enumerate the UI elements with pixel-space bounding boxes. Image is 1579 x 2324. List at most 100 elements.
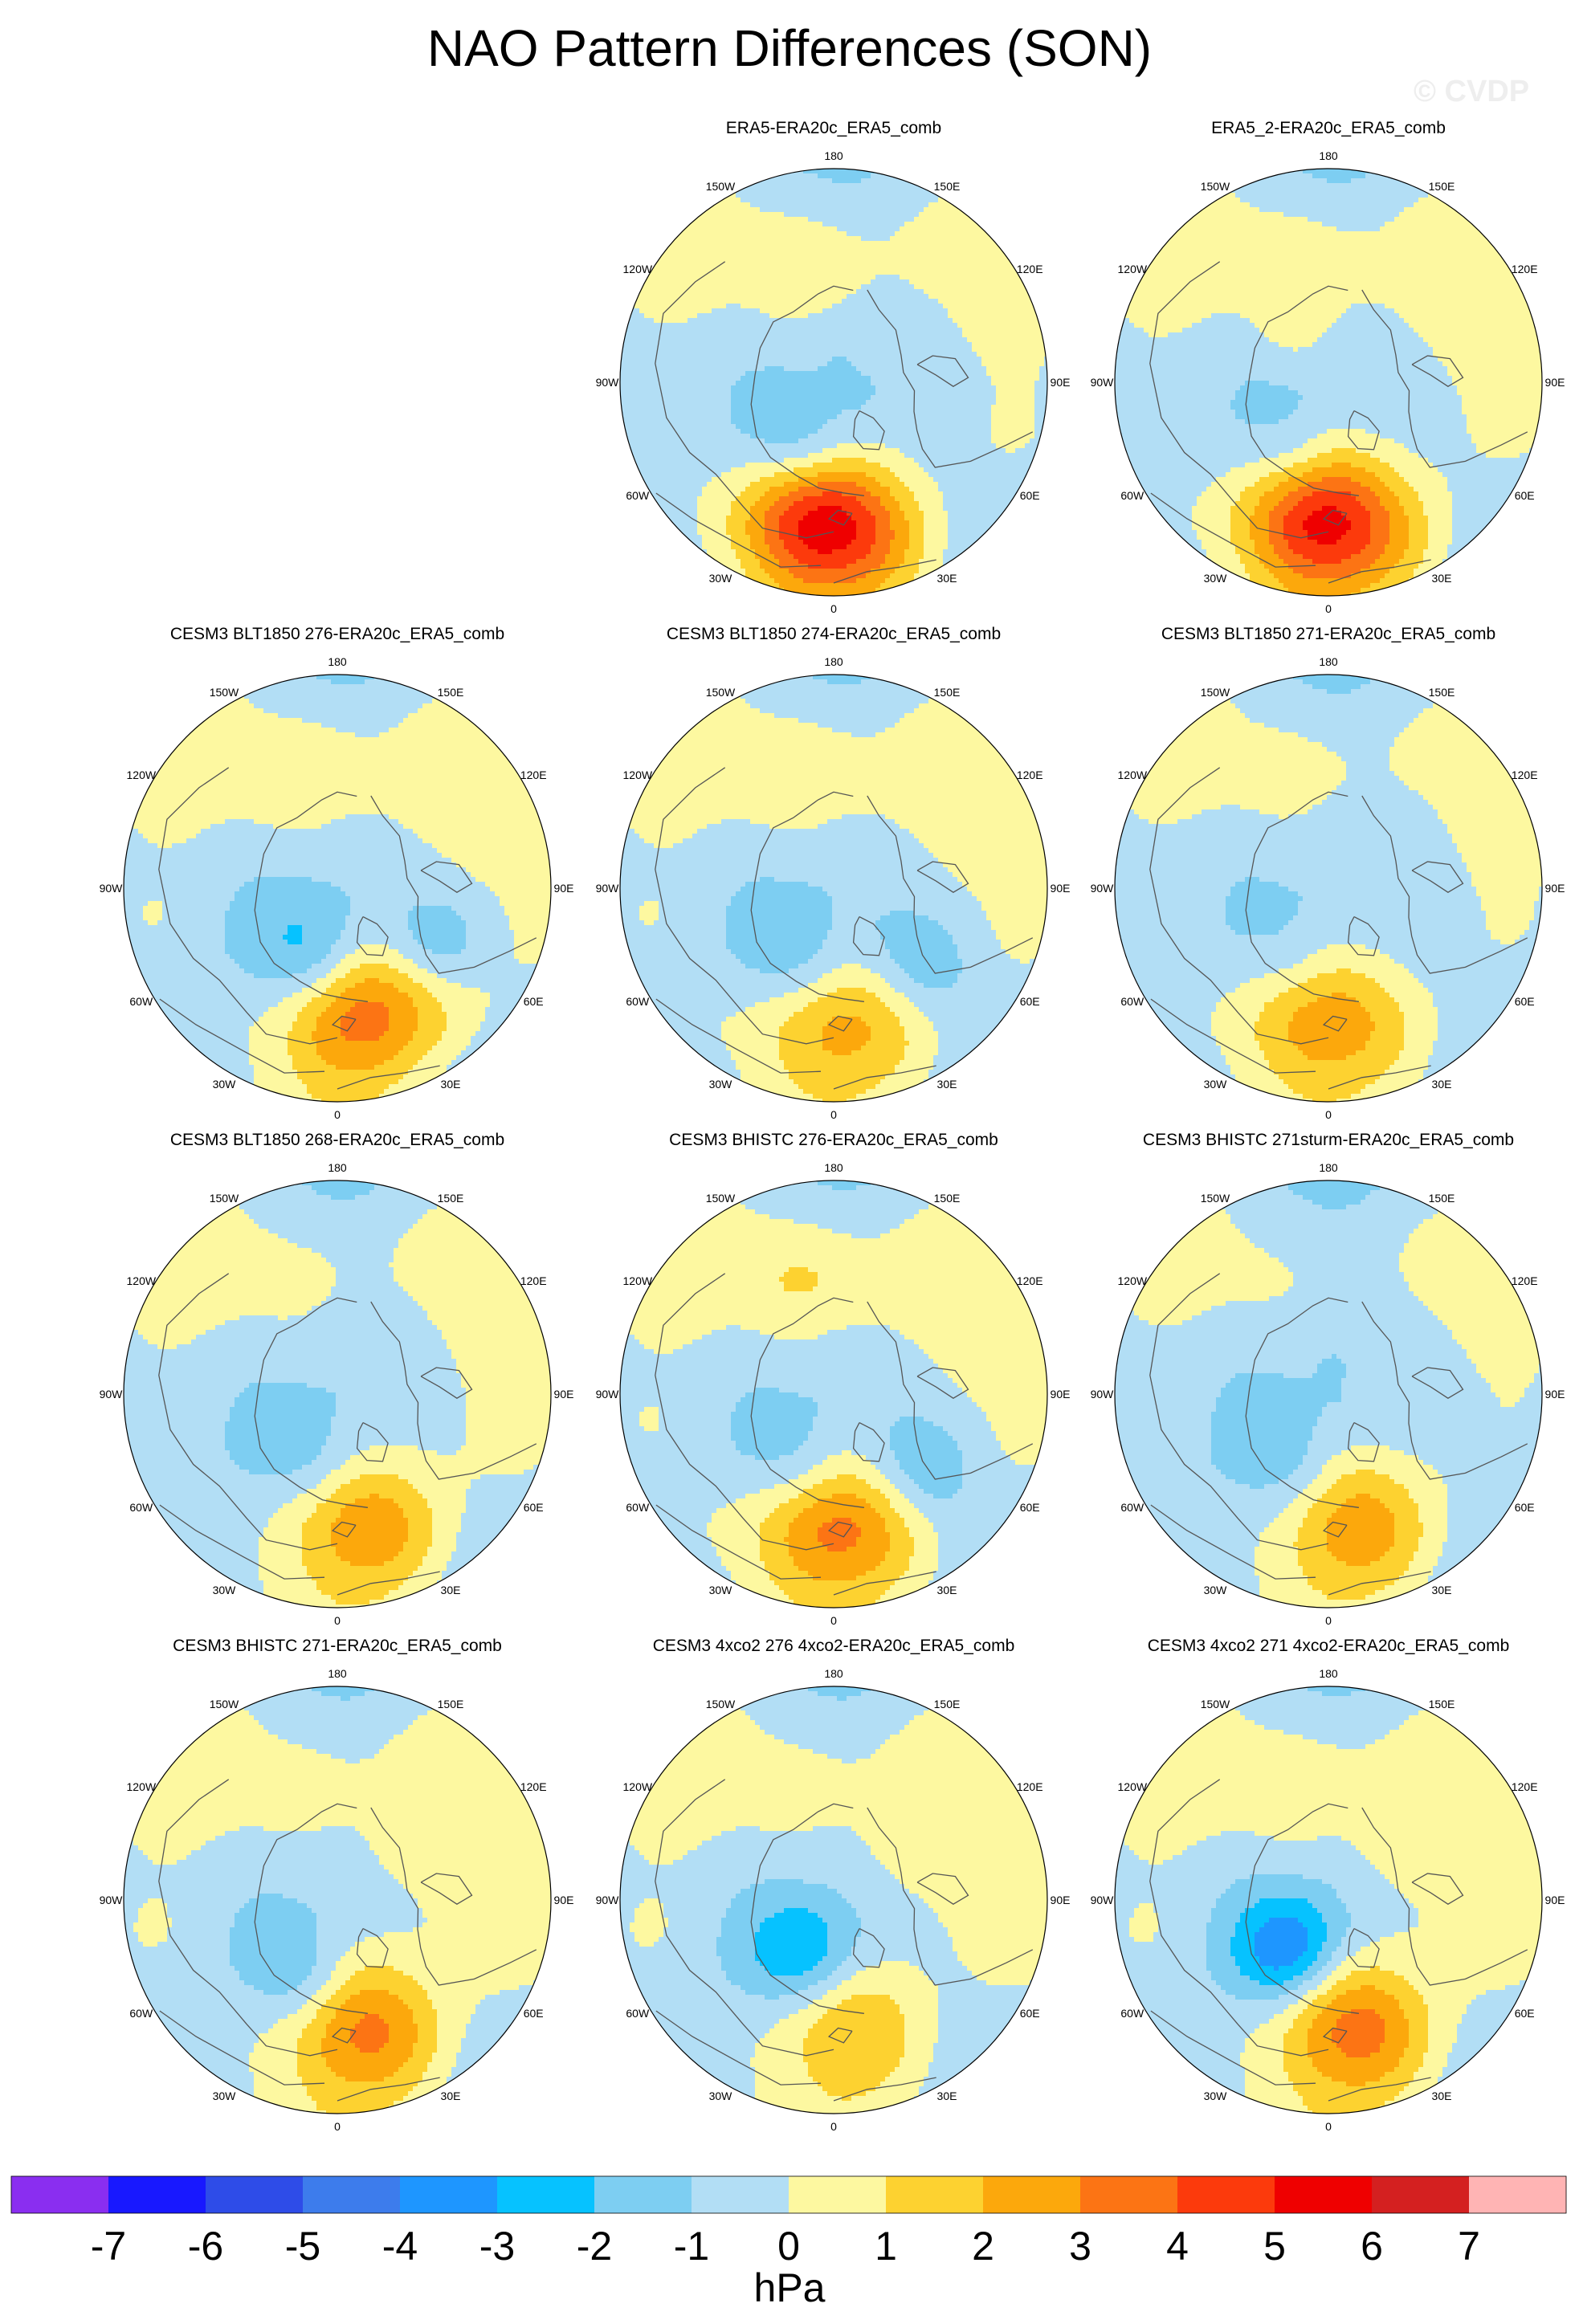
longitude-label: 120W [623, 1274, 653, 1287]
colorbar-tick-label: -4 [382, 2224, 418, 2269]
longitude-label: 90W [1091, 882, 1115, 895]
longitude-label: 0 [1325, 602, 1332, 615]
longitude-label: 180 [824, 149, 843, 162]
longitude-label: 60W [129, 995, 153, 1008]
longitude-label: 60W [626, 2007, 650, 2020]
longitude-label: 30E [441, 2090, 461, 2102]
panel-title: CESM3 4xco2 276 4xco2-ERA20c_ERA5_comb [577, 1637, 1091, 1656]
map-panel: CESM3 BHISTC 271-ERA20c_ERA5_comb 180 150E… [80, 1637, 594, 2144]
colorbar-tick-label: 2 [972, 2224, 994, 2269]
longitude-label: 0 [1325, 1108, 1332, 1121]
longitude-label: 60W [1120, 2007, 1144, 2020]
longitude-label: 90W [1091, 376, 1115, 389]
longitude-label: 90E [1051, 376, 1071, 389]
colorbar-swatch [1080, 2176, 1178, 2213]
longitude-label: 120E [1512, 769, 1538, 781]
longitude-label: 150W [210, 686, 239, 699]
longitude-label: 150W [210, 1192, 239, 1205]
longitude-label: 150W [706, 686, 736, 699]
longitude-label: 30W [709, 1584, 733, 1596]
longitude-label: 120W [623, 769, 653, 781]
longitude-label: 90E [554, 1388, 574, 1401]
colorbar-tick-label: 3 [1069, 2224, 1091, 2269]
longitude-label: 120E [1512, 263, 1538, 275]
longitude-label: 150W [1201, 1192, 1230, 1205]
map-panel: CESM3 BLT1850 274-ERA20c_ERA5_comb 180 150… [577, 625, 1091, 1132]
colorbar-swatch [303, 2176, 401, 2213]
longitude-label: 60W [1120, 1501, 1144, 1514]
longitude-label: 90W [1091, 1894, 1115, 1906]
longitude-label: 60W [129, 1501, 153, 1514]
longitude-label: 150E [438, 686, 464, 699]
longitude-label: 150E [438, 1192, 464, 1205]
longitude-label: 30W [709, 1078, 733, 1091]
colorbar-swatch [983, 2176, 1081, 2213]
colorbar-tick-label: -5 [285, 2224, 320, 2269]
longitude-label: 90E [1545, 376, 1565, 389]
longitude-label: 90E [1545, 1388, 1565, 1401]
longitude-label: 0 [334, 1614, 341, 1627]
longitude-label: 90W [100, 882, 124, 895]
panel-title: CESM3 4xco2 271 4xco2-ERA20c_ERA5_comb [1071, 1637, 1579, 1656]
colorbar-swatch [1469, 2176, 1567, 2213]
longitude-label: 90E [1051, 882, 1071, 895]
longitude-label: 60E [524, 2007, 544, 2020]
longitude-label: 180 [328, 655, 347, 668]
longitude-label: 120E [1017, 1274, 1043, 1287]
panel-title: CESM3 BHISTC 271sturm-ERA20c_ERA5_comb [1071, 1131, 1579, 1150]
longitude-label: 60E [1020, 995, 1040, 1008]
map-panel: ERA5_2-ERA20c_ERA5_comb 180 150E 120E 90E 60E… [1071, 119, 1579, 626]
longitude-label: 30E [937, 1584, 957, 1596]
panel-title: ERA5-ERA20c_ERA5_comb [577, 119, 1091, 138]
longitude-label: 30E [1432, 572, 1452, 585]
longitude-label: 180 [824, 1667, 843, 1680]
longitude-label: 180 [328, 1667, 347, 1680]
longitude-label: 30W [709, 572, 733, 585]
map-panel: CESM3 BLT1850 276-ERA20c_ERA5_comb 180 150… [80, 625, 594, 1132]
longitude-label: 120W [1118, 769, 1148, 781]
longitude-label: 60E [1020, 2007, 1040, 2020]
colorbar-swatch [594, 2176, 692, 2213]
longitude-label: 60W [626, 489, 650, 502]
colorbar-swatch [108, 2176, 206, 2213]
longitude-label: 0 [830, 602, 837, 615]
panel-title: CESM3 BLT1850 276-ERA20c_ERA5_comb [80, 625, 594, 644]
longitude-label: 150W [1201, 180, 1230, 193]
colorbar-tick-label: -2 [577, 2224, 612, 2269]
longitude-label: 60E [1515, 489, 1535, 502]
longitude-label: 30W [1204, 572, 1228, 585]
map-panel: CESM3 BLT1850 271-ERA20c_ERA5_comb 180 150… [1071, 625, 1579, 1132]
longitude-label: 0 [334, 1108, 341, 1121]
longitude-label: 150W [706, 180, 736, 193]
longitude-label: 90E [554, 882, 574, 895]
longitude-label: 30E [937, 572, 957, 585]
longitude-label: 90E [1051, 1894, 1071, 1906]
longitude-label: 0 [1325, 1614, 1332, 1627]
longitude-label: 60W [1120, 489, 1144, 502]
longitude-label: 150W [1201, 686, 1230, 699]
colorbar-swatch [692, 2176, 790, 2213]
longitude-label: 30W [1204, 2090, 1228, 2102]
longitude-label: 120W [127, 1780, 157, 1793]
colorbar-swatch [1275, 2176, 1373, 2213]
longitude-label: 120E [520, 1780, 547, 1793]
longitude-label: 150E [1429, 180, 1455, 193]
longitude-label: 120W [1118, 1274, 1148, 1287]
longitude-label: 90E [1051, 1388, 1071, 1401]
colorbar-swatch [789, 2176, 887, 2213]
longitude-label: 150E [934, 686, 961, 699]
longitude-label: 150W [706, 1698, 736, 1710]
longitude-label: 30W [213, 1584, 237, 1596]
map-panel: ERA5-ERA20c_ERA5_comb 180 150E 120E 90E 60E 30… [577, 119, 1091, 626]
copyright-watermark: © CVDP [1414, 74, 1529, 109]
panel-title: ERA5_2-ERA20c_ERA5_comb [1071, 119, 1579, 138]
longitude-label: 120W [127, 769, 157, 781]
